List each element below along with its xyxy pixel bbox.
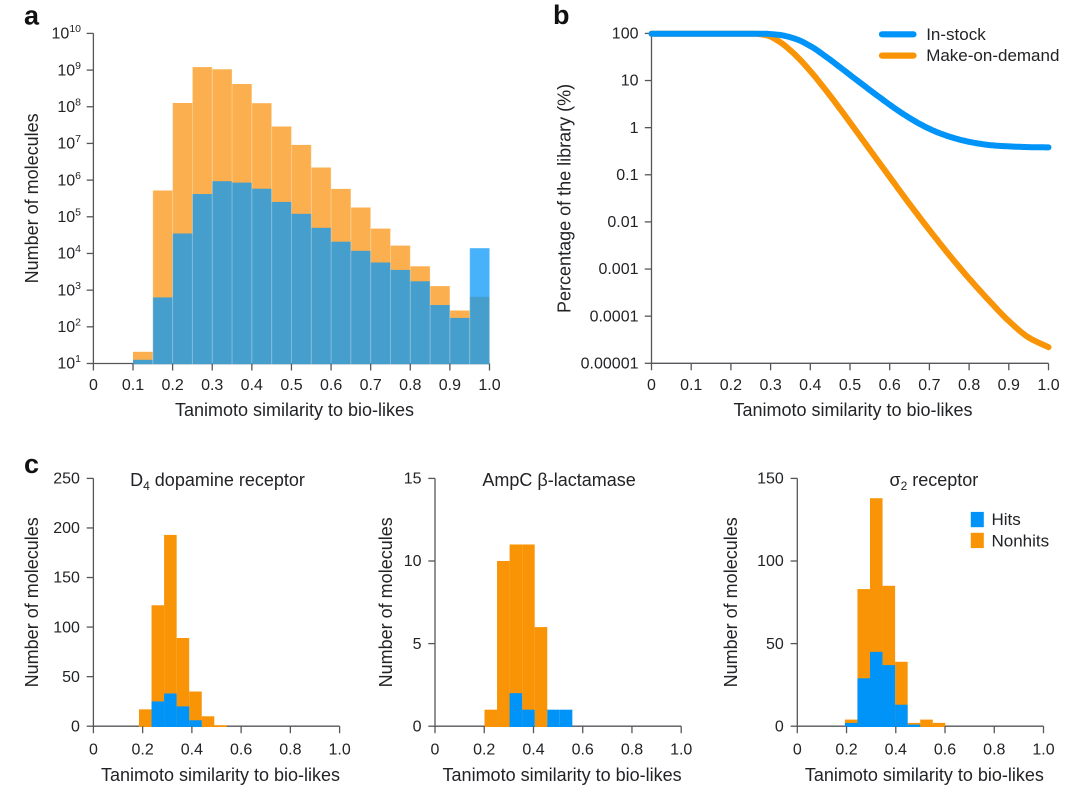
- svg-text:0.001: 0.001: [598, 261, 638, 278]
- svg-text:10: 10: [621, 73, 639, 90]
- svg-text:0.4: 0.4: [799, 377, 821, 394]
- svg-text:0.2: 0.2: [835, 742, 857, 759]
- svg-text:0.6: 0.6: [879, 377, 901, 394]
- svg-text:0.01: 0.01: [607, 214, 638, 231]
- svg-text:Hits: Hits: [992, 510, 1021, 529]
- svg-text:0.8: 0.8: [279, 742, 301, 759]
- svg-text:100: 100: [757, 553, 784, 570]
- svg-text:0.3: 0.3: [759, 377, 781, 394]
- svg-text:In-stock: In-stock: [926, 25, 986, 44]
- svg-text:Percentage of the library (%): Percentage of the library (%): [555, 84, 575, 313]
- svg-text:0.1: 0.1: [122, 377, 144, 394]
- svg-text:0.8: 0.8: [983, 742, 1005, 759]
- svg-text:0.8: 0.8: [958, 377, 980, 394]
- svg-text:0.00001: 0.00001: [581, 356, 639, 373]
- svg-text:1: 1: [630, 120, 639, 137]
- svg-text:0.8: 0.8: [621, 742, 643, 759]
- svg-text:0: 0: [413, 718, 422, 735]
- svg-text:0.4: 0.4: [241, 377, 263, 394]
- svg-text:0.1: 0.1: [680, 377, 702, 394]
- svg-text:Number of molecules: Number of molecules: [376, 517, 396, 687]
- svg-text:0: 0: [431, 742, 440, 759]
- svg-text:0.7: 0.7: [360, 377, 382, 394]
- svg-text:1.0: 1.0: [478, 377, 500, 394]
- svg-text:0.3: 0.3: [201, 377, 223, 394]
- svg-text:Number of molecules: Number of molecules: [22, 517, 42, 687]
- svg-text:0.2: 0.2: [131, 742, 153, 759]
- svg-text:σ2 receptor: σ2 receptor: [889, 470, 978, 493]
- svg-text:50: 50: [766, 636, 784, 653]
- svg-text:Make-on-demand: Make-on-demand: [926, 46, 1059, 65]
- svg-text:15: 15: [404, 471, 422, 488]
- svg-text:0.5: 0.5: [280, 377, 302, 394]
- svg-text:0.1: 0.1: [616, 167, 638, 184]
- svg-text:0.5: 0.5: [839, 377, 861, 394]
- svg-text:1.0: 1.0: [1037, 377, 1059, 394]
- svg-text:0.6: 0.6: [320, 377, 342, 394]
- svg-text:0.8: 0.8: [399, 377, 421, 394]
- svg-text:0.4: 0.4: [522, 742, 544, 759]
- svg-text:0.4: 0.4: [181, 742, 203, 759]
- svg-text:10: 10: [404, 553, 422, 570]
- svg-text:0.9: 0.9: [439, 377, 461, 394]
- svg-text:Tanimoto similarity to bio-lik: Tanimoto similarity to bio-likes: [733, 400, 972, 420]
- svg-text:Number of molecules: Number of molecules: [721, 517, 741, 687]
- svg-text:a: a: [24, 1, 40, 31]
- svg-text:100: 100: [53, 619, 80, 636]
- svg-text:0.6: 0.6: [934, 742, 956, 759]
- svg-text:0: 0: [71, 718, 80, 735]
- svg-text:50: 50: [62, 669, 80, 686]
- svg-text:150: 150: [53, 570, 80, 587]
- svg-text:c: c: [24, 449, 39, 479]
- svg-text:200: 200: [53, 520, 80, 537]
- svg-text:Tanimoto similarity to bio-lik: Tanimoto similarity to bio-likes: [175, 400, 414, 420]
- svg-text:0.4: 0.4: [885, 742, 907, 759]
- svg-text:150: 150: [757, 471, 784, 488]
- svg-text:0: 0: [775, 718, 784, 735]
- svg-text:250: 250: [53, 471, 80, 488]
- svg-text:0: 0: [647, 377, 656, 394]
- svg-text:100: 100: [612, 26, 639, 43]
- svg-text:0.2: 0.2: [473, 742, 495, 759]
- svg-text:AmpC β-lactamase: AmpC β-lactamase: [482, 470, 635, 490]
- svg-text:Nonhits: Nonhits: [992, 531, 1050, 550]
- svg-text:D4 dopamine receptor: D4 dopamine receptor: [130, 470, 305, 493]
- svg-text:Tanimoto similarity to bio-lik: Tanimoto similarity to bio-likes: [101, 765, 340, 785]
- svg-text:1.0: 1.0: [1032, 742, 1054, 759]
- svg-text:0.2: 0.2: [161, 377, 183, 394]
- svg-text:0.7: 0.7: [918, 377, 940, 394]
- svg-text:0.9: 0.9: [998, 377, 1020, 394]
- svg-text:1.0: 1.0: [670, 742, 692, 759]
- svg-text:0: 0: [793, 742, 802, 759]
- svg-text:Tanimoto similarity to bio-lik: Tanimoto similarity to bio-likes: [805, 765, 1044, 785]
- svg-text:0.6: 0.6: [230, 742, 252, 759]
- svg-text:Tanimoto similarity to bio-lik: Tanimoto similarity to bio-likes: [443, 765, 682, 785]
- svg-text:0.2: 0.2: [720, 377, 742, 394]
- svg-text:0: 0: [89, 377, 98, 394]
- svg-text:0: 0: [89, 742, 98, 759]
- svg-text:5: 5: [413, 636, 422, 653]
- svg-text:1.0: 1.0: [328, 742, 350, 759]
- svg-text:b: b: [553, 0, 570, 30]
- svg-text:Number of molecules: Number of molecules: [22, 113, 42, 283]
- svg-text:0.6: 0.6: [572, 742, 594, 759]
- svg-text:0.0001: 0.0001: [590, 308, 639, 325]
